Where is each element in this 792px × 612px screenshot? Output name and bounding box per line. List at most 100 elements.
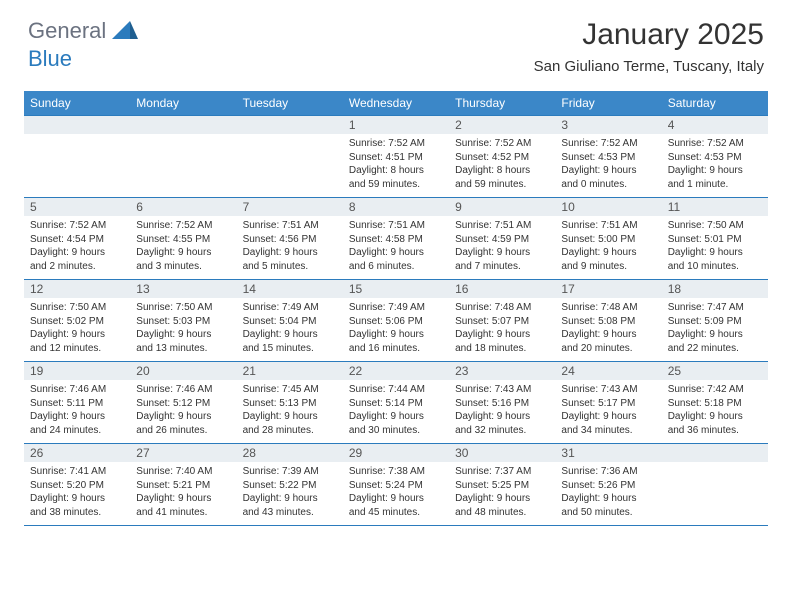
calendar-cell: 23Sunrise: 7:43 AMSunset: 5:16 PMDayligh… — [449, 362, 555, 444]
daylight-line: Daylight: 9 hours and 48 minutes. — [455, 492, 549, 519]
day-content: Sunrise: 7:46 AMSunset: 5:12 PMDaylight:… — [130, 380, 236, 443]
sunrise-line: Sunrise: 7:47 AM — [668, 301, 762, 315]
calendar-cell: 18Sunrise: 7:47 AMSunset: 5:09 PMDayligh… — [662, 280, 768, 362]
day-content — [24, 134, 130, 157]
calendar-day-header: Thursday — [449, 91, 555, 116]
day-content: Sunrise: 7:36 AMSunset: 5:26 PMDaylight:… — [555, 462, 661, 525]
sunset-line: Sunset: 5:01 PM — [668, 233, 762, 247]
sunrise-line: Sunrise: 7:40 AM — [136, 465, 230, 479]
sunrise-line: Sunrise: 7:52 AM — [136, 219, 230, 233]
day-content: Sunrise: 7:38 AMSunset: 5:24 PMDaylight:… — [343, 462, 449, 525]
calendar-cell: 27Sunrise: 7:40 AMSunset: 5:21 PMDayligh… — [130, 444, 236, 526]
daylight-line: Daylight: 9 hours and 16 minutes. — [349, 328, 443, 355]
day-number-bar — [662, 444, 768, 462]
day-number-bar: 13 — [130, 280, 236, 298]
brand-logo: General — [28, 18, 116, 44]
day-content: Sunrise: 7:49 AMSunset: 5:04 PMDaylight:… — [237, 298, 343, 361]
sunset-line: Sunset: 4:52 PM — [455, 151, 549, 165]
day-content: Sunrise: 7:43 AMSunset: 5:16 PMDaylight:… — [449, 380, 555, 443]
daylight-line: Daylight: 9 hours and 1 minute. — [668, 164, 762, 191]
sunrise-line: Sunrise: 7:52 AM — [349, 137, 443, 151]
day-number-bar: 31 — [555, 444, 661, 462]
sunrise-line: Sunrise: 7:46 AM — [136, 383, 230, 397]
calendar-cell: 31Sunrise: 7:36 AMSunset: 5:26 PMDayligh… — [555, 444, 661, 526]
calendar-cell: 4Sunrise: 7:52 AMSunset: 4:53 PMDaylight… — [662, 116, 768, 198]
day-content — [130, 134, 236, 157]
calendar-cell: 8Sunrise: 7:51 AMSunset: 4:58 PMDaylight… — [343, 198, 449, 280]
calendar-cell: 30Sunrise: 7:37 AMSunset: 5:25 PMDayligh… — [449, 444, 555, 526]
sunrise-line: Sunrise: 7:51 AM — [561, 219, 655, 233]
calendar-cell: 25Sunrise: 7:42 AMSunset: 5:18 PMDayligh… — [662, 362, 768, 444]
day-number-bar: 24 — [555, 362, 661, 380]
daylight-line: Daylight: 9 hours and 26 minutes. — [136, 410, 230, 437]
day-number-bar: 9 — [449, 198, 555, 216]
calendar-header-row: SundayMondayTuesdayWednesdayThursdayFrid… — [24, 91, 768, 116]
day-number-bar: 12 — [24, 280, 130, 298]
day-number-bar: 7 — [237, 198, 343, 216]
day-number-bar: 8 — [343, 198, 449, 216]
sunset-line: Sunset: 4:54 PM — [30, 233, 124, 247]
day-number-bar: 1 — [343, 116, 449, 134]
daylight-line: Daylight: 9 hours and 41 minutes. — [136, 492, 230, 519]
calendar-week-row: 5Sunrise: 7:52 AMSunset: 4:54 PMDaylight… — [24, 198, 768, 280]
sunrise-line: Sunrise: 7:50 AM — [668, 219, 762, 233]
calendar-cell: 5Sunrise: 7:52 AMSunset: 4:54 PMDaylight… — [24, 198, 130, 280]
day-number-bar — [130, 116, 236, 134]
daylight-line: Daylight: 9 hours and 28 minutes. — [243, 410, 337, 437]
daylight-line: Daylight: 9 hours and 32 minutes. — [455, 410, 549, 437]
daylight-line: Daylight: 9 hours and 12 minutes. — [30, 328, 124, 355]
sunrise-line: Sunrise: 7:48 AM — [561, 301, 655, 315]
day-number-bar: 27 — [130, 444, 236, 462]
sunset-line: Sunset: 4:51 PM — [349, 151, 443, 165]
sunrise-line: Sunrise: 7:39 AM — [243, 465, 337, 479]
calendar-cell: 11Sunrise: 7:50 AMSunset: 5:01 PMDayligh… — [662, 198, 768, 280]
daylight-line: Daylight: 9 hours and 7 minutes. — [455, 246, 549, 273]
daylight-line: Daylight: 9 hours and 36 minutes. — [668, 410, 762, 437]
day-number-bar: 5 — [24, 198, 130, 216]
day-number-bar: 18 — [662, 280, 768, 298]
sunset-line: Sunset: 5:00 PM — [561, 233, 655, 247]
calendar-cell: 14Sunrise: 7:49 AMSunset: 5:04 PMDayligh… — [237, 280, 343, 362]
day-content: Sunrise: 7:41 AMSunset: 5:20 PMDaylight:… — [24, 462, 130, 525]
day-number-bar: 26 — [24, 444, 130, 462]
day-number-bar: 14 — [237, 280, 343, 298]
day-number-bar: 29 — [343, 444, 449, 462]
sunset-line: Sunset: 4:58 PM — [349, 233, 443, 247]
day-number-bar — [237, 116, 343, 134]
sunrise-line: Sunrise: 7:48 AM — [455, 301, 549, 315]
day-content: Sunrise: 7:40 AMSunset: 5:21 PMDaylight:… — [130, 462, 236, 525]
sunrise-line: Sunrise: 7:46 AM — [30, 383, 124, 397]
sunset-line: Sunset: 5:21 PM — [136, 479, 230, 493]
calendar-day-header: Saturday — [662, 91, 768, 116]
sunset-line: Sunset: 5:14 PM — [349, 397, 443, 411]
calendar-cell: 3Sunrise: 7:52 AMSunset: 4:53 PMDaylight… — [555, 116, 661, 198]
daylight-line: Daylight: 9 hours and 13 minutes. — [136, 328, 230, 355]
sunrise-line: Sunrise: 7:49 AM — [243, 301, 337, 315]
sunset-line: Sunset: 5:25 PM — [455, 479, 549, 493]
sunset-line: Sunset: 5:22 PM — [243, 479, 337, 493]
sunset-line: Sunset: 5:18 PM — [668, 397, 762, 411]
daylight-line: Daylight: 9 hours and 9 minutes. — [561, 246, 655, 273]
daylight-line: Daylight: 9 hours and 2 minutes. — [30, 246, 124, 273]
calendar-week-row: 26Sunrise: 7:41 AMSunset: 5:20 PMDayligh… — [24, 444, 768, 526]
day-number-bar: 3 — [555, 116, 661, 134]
calendar-cell — [24, 116, 130, 198]
sunrise-line: Sunrise: 7:51 AM — [243, 219, 337, 233]
day-content: Sunrise: 7:44 AMSunset: 5:14 PMDaylight:… — [343, 380, 449, 443]
day-content: Sunrise: 7:50 AMSunset: 5:01 PMDaylight:… — [662, 216, 768, 279]
sunset-line: Sunset: 5:17 PM — [561, 397, 655, 411]
day-content: Sunrise: 7:43 AMSunset: 5:17 PMDaylight:… — [555, 380, 661, 443]
day-content: Sunrise: 7:51 AMSunset: 5:00 PMDaylight:… — [555, 216, 661, 279]
calendar-cell: 10Sunrise: 7:51 AMSunset: 5:00 PMDayligh… — [555, 198, 661, 280]
calendar-day-header: Wednesday — [343, 91, 449, 116]
sunset-line: Sunset: 5:04 PM — [243, 315, 337, 329]
calendar-cell: 2Sunrise: 7:52 AMSunset: 4:52 PMDaylight… — [449, 116, 555, 198]
calendar-cell — [130, 116, 236, 198]
sunset-line: Sunset: 5:11 PM — [30, 397, 124, 411]
day-number-bar: 30 — [449, 444, 555, 462]
daylight-line: Daylight: 9 hours and 3 minutes. — [136, 246, 230, 273]
day-number-bar: 2 — [449, 116, 555, 134]
day-content: Sunrise: 7:52 AMSunset: 4:53 PMDaylight:… — [662, 134, 768, 197]
brand-text-general: General — [28, 18, 106, 44]
page-title: January 2025 — [534, 18, 764, 52]
